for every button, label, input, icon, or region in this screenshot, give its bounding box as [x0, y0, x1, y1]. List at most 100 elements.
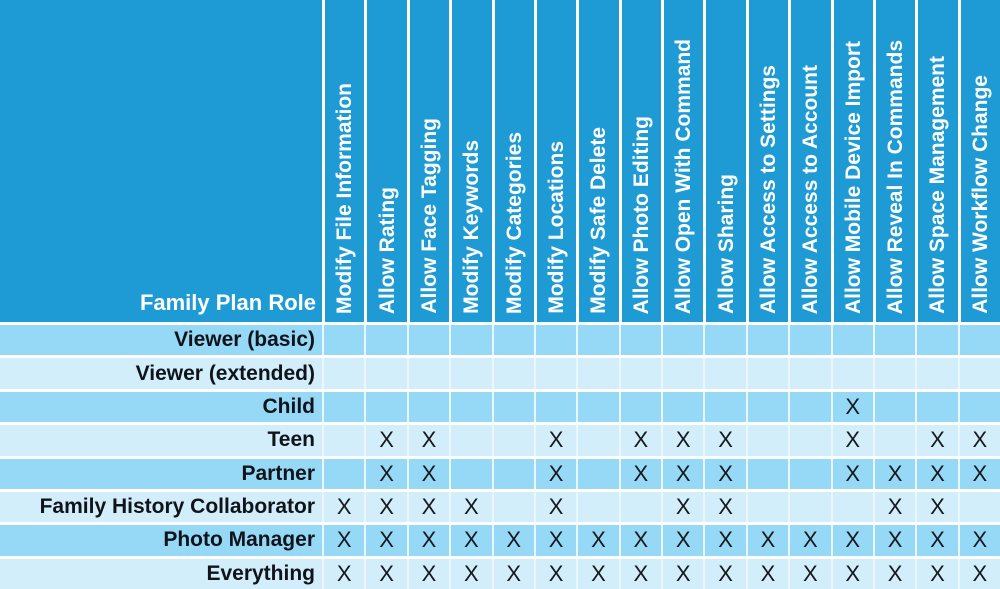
mark-cell-empty	[406, 325, 449, 356]
matrix-body: Viewer (basic) Viewer (extended) Child X Tee…	[0, 322, 1000, 589]
mark-cell-checked: X	[364, 558, 406, 589]
mark-cell-empty	[618, 358, 661, 389]
mark-cell-empty	[576, 491, 618, 523]
mark-cell-empty	[491, 358, 534, 389]
mark-cell-checked: X	[406, 558, 449, 589]
mark-cell-checked: X	[576, 558, 618, 589]
role-row-8: Everything X X X X X X X X X X X X X X X X	[0, 555, 1000, 589]
mark-cell-empty	[788, 391, 830, 423]
mark-cell-empty	[491, 325, 534, 356]
mark-cell-empty	[322, 325, 364, 356]
mark-cell-empty	[533, 358, 576, 389]
mark-cell-checked: X	[661, 558, 703, 589]
mark-cell-checked: X	[618, 425, 661, 456]
column-header-13: Allow Mobile Device Import	[830, 0, 873, 322]
row-label: Everything	[206, 561, 315, 585]
corner-cell: Family Plan Role	[0, 0, 322, 322]
mark-cell-checked: X	[788, 525, 830, 556]
column-header-label: Allow Workflow Change	[968, 75, 992, 314]
mark-cell-checked: X	[661, 491, 703, 523]
mark-cell-empty	[491, 491, 534, 523]
mark-cell-empty	[872, 391, 915, 423]
mark-cell-empty	[661, 358, 703, 389]
mark-cell-checked: X	[364, 458, 406, 489]
mark-cell-empty	[533, 325, 576, 356]
role-row-1: Viewer (basic)	[0, 322, 1000, 356]
mark-cell-empty	[449, 325, 491, 356]
mark-cell-empty	[406, 358, 449, 389]
mark-cell-empty	[872, 425, 915, 456]
mark-cell-empty	[745, 491, 788, 523]
mark-cell-empty	[576, 425, 618, 456]
row-label: Child	[262, 394, 316, 418]
mark-cell-empty	[364, 358, 406, 389]
mark-cell-checked: X	[915, 425, 957, 456]
mark-cell-checked: X	[533, 458, 576, 489]
row-label: Viewer (extended)	[135, 361, 315, 385]
mark-cell-empty	[322, 391, 364, 423]
mark-cell-empty	[703, 325, 745, 356]
mark-cell-checked: X	[322, 491, 364, 523]
mark-cell-checked: X	[364, 491, 406, 523]
role-row-2: Viewer (extended)	[0, 355, 1000, 389]
mark-cell-empty	[449, 458, 491, 489]
mark-cell-checked: X	[449, 525, 491, 556]
mark-cell-checked: X	[491, 525, 534, 556]
mark-cell-empty	[322, 458, 364, 489]
column-header-label: Modify Safe Delete	[587, 127, 611, 314]
mark-cell-empty	[661, 391, 703, 423]
mark-cell-checked: X	[830, 458, 873, 489]
mark-cell-checked: X	[322, 525, 364, 556]
column-header-label: Allow Sharing	[714, 173, 738, 314]
role-row-4: Teen X X X X X X X X X	[0, 422, 1000, 456]
mark-cell-empty	[364, 325, 406, 356]
mark-cell-empty	[703, 391, 745, 423]
mark-cell-empty	[618, 391, 661, 423]
mark-cell-empty	[618, 325, 661, 356]
mark-cell-empty	[915, 325, 957, 356]
mark-cell-empty	[618, 491, 661, 523]
mark-cell-empty	[576, 325, 618, 356]
mark-cell-empty	[491, 391, 534, 423]
mark-cell-empty	[788, 491, 830, 523]
column-header-2: Allow Rating	[364, 0, 406, 322]
mark-cell-empty	[576, 358, 618, 389]
column-header-4: Modify Keywords	[449, 0, 491, 322]
mark-cell-checked: X	[364, 525, 406, 556]
column-header-label: Allow Access to Settings	[756, 65, 780, 314]
mark-cell-checked: X	[406, 491, 449, 523]
mark-cell-checked: X	[576, 525, 618, 556]
mark-cell-empty	[872, 358, 915, 389]
mark-cell-empty	[322, 358, 364, 389]
mark-cell-empty	[957, 391, 1000, 423]
column-header-9: Allow Open With Command	[661, 0, 703, 322]
mark-cell-checked: X	[703, 491, 745, 523]
mark-cell-empty	[364, 391, 406, 423]
mark-cell-empty	[491, 425, 534, 456]
mark-cell-empty	[957, 491, 1000, 523]
mark-cell-empty	[661, 325, 703, 356]
row-label: Viewer (basic)	[174, 328, 315, 352]
mark-cell-checked: X	[533, 425, 576, 456]
mark-cell-empty	[745, 425, 788, 456]
column-header-label: Allow Mobile Device Import	[841, 40, 865, 314]
column-header-label: Allow Access to Account	[799, 64, 823, 314]
mark-cell-empty	[449, 425, 491, 456]
role-row-6: Family History Collaborator X X X X X X X X X	[0, 488, 1000, 523]
mark-cell-checked: X	[406, 425, 449, 456]
mark-cell-checked: X	[406, 458, 449, 489]
mark-cell-empty	[957, 358, 1000, 389]
mark-cell-checked: X	[661, 458, 703, 489]
column-header-11: Allow Access to Settings	[745, 0, 788, 322]
mark-cell-empty	[406, 391, 449, 423]
mark-cell-checked: X	[745, 525, 788, 556]
mark-cell-checked: X	[703, 525, 745, 556]
matrix-header-row: Family Plan Role Modify File Information…	[0, 0, 1000, 322]
mark-cell-empty	[576, 391, 618, 423]
mark-cell-empty	[533, 391, 576, 423]
role-row-7: Photo Manager X X X X X X X X X X X X X X X X	[0, 522, 1000, 556]
column-header-10: Allow Sharing	[703, 0, 745, 322]
column-header-5: Modify Categories	[491, 0, 534, 322]
mark-cell-checked: X	[703, 558, 745, 589]
mark-cell-checked: X	[830, 391, 873, 423]
